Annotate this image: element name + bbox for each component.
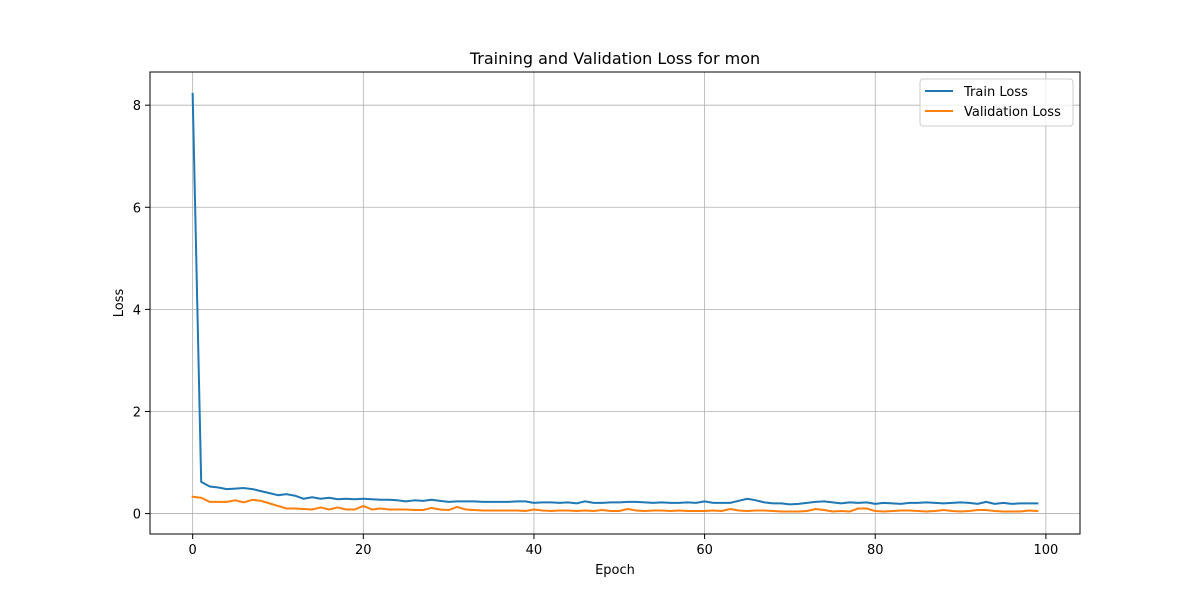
legend-label-train-loss: Train Loss	[963, 85, 1028, 100]
x-tick-label: 40	[526, 543, 543, 558]
legend-label-validation-loss: Validation Loss	[964, 105, 1061, 120]
x-tick-label: 20	[355, 543, 372, 558]
series-line-validation-loss	[191, 495, 1039, 513]
y-axis-label: Loss	[112, 289, 127, 318]
plot-area-frame	[149, 71, 1081, 535]
legend: Train Loss Validation Loss	[919, 78, 1074, 127]
y-tick-label: 4	[133, 303, 141, 318]
y-tick-label: 2	[133, 405, 141, 420]
y-tick-label: 6	[133, 201, 141, 216]
x-axis-label: Epoch	[595, 563, 635, 578]
y-tick-label: 0	[133, 508, 141, 523]
series-lines	[191, 92, 1039, 513]
series-line-train-loss	[191, 92, 1039, 506]
x-tick-label: 80	[867, 543, 884, 558]
chart-title: Training and Validation Loss for mon	[469, 49, 760, 68]
axis-ticks: 0 20 40 60 80 100 0 2 4 6 8	[133, 99, 1059, 558]
legend-box	[919, 78, 1074, 127]
x-tick-label: 100	[1033, 543, 1058, 558]
x-tick-label: 60	[696, 543, 713, 558]
y-tick-label: 8	[133, 99, 141, 114]
x-tick-label: 0	[189, 543, 197, 558]
